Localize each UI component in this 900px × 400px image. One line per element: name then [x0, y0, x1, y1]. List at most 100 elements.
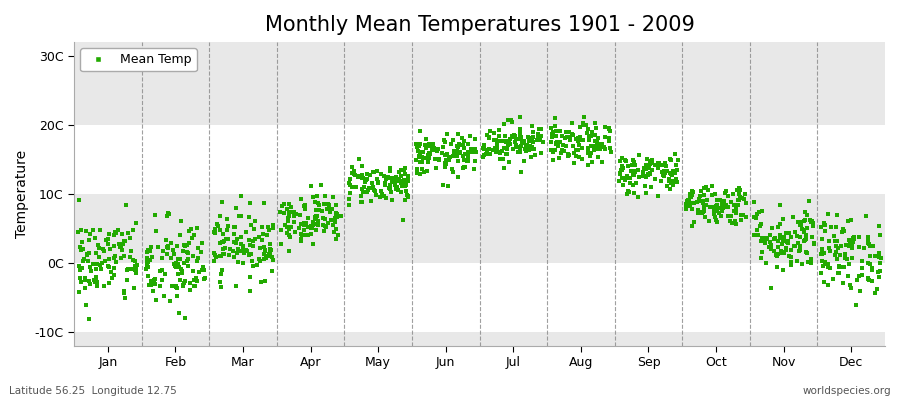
- Point: [389, 175, 403, 182]
- Point: [626, 172, 640, 179]
- Point: [385, 196, 400, 203]
- Point: [709, 202, 724, 208]
- Point: [576, 122, 590, 128]
- Point: [548, 128, 562, 134]
- Point: [490, 143, 504, 149]
- Point: [448, 148, 463, 155]
- Point: [732, 196, 746, 203]
- Point: [603, 145, 617, 151]
- Point: [161, 244, 176, 251]
- Point: [351, 174, 365, 180]
- Point: [639, 174, 653, 180]
- Point: [385, 178, 400, 185]
- Point: [806, 240, 821, 247]
- Point: [255, 224, 269, 230]
- Point: [544, 146, 558, 153]
- Point: [160, 212, 175, 219]
- Point: [172, 310, 186, 316]
- Point: [697, 192, 711, 198]
- Point: [643, 161, 657, 167]
- Point: [343, 176, 357, 182]
- Point: [162, 211, 176, 218]
- Point: [148, 212, 163, 218]
- Point: [815, 236, 830, 242]
- Point: [310, 199, 325, 206]
- Point: [860, 276, 875, 282]
- Point: [244, 251, 258, 257]
- Point: [759, 260, 773, 266]
- Point: [164, 240, 178, 246]
- Point: [154, 277, 168, 283]
- Point: [140, 249, 155, 255]
- Point: [703, 204, 717, 210]
- Bar: [74, 125, 885, 194]
- Point: [469, 148, 483, 155]
- Point: [619, 174, 634, 181]
- Point: [287, 208, 302, 215]
- Point: [503, 141, 517, 147]
- Point: [508, 132, 522, 138]
- Point: [461, 149, 475, 156]
- Point: [221, 236, 236, 242]
- Point: [491, 147, 505, 153]
- Point: [832, 270, 846, 276]
- Point: [641, 170, 655, 177]
- Point: [582, 134, 597, 140]
- Point: [552, 143, 566, 150]
- Point: [461, 158, 475, 164]
- Point: [735, 195, 750, 202]
- Point: [816, 250, 831, 256]
- Point: [847, 234, 861, 240]
- Point: [421, 155, 436, 162]
- Point: [371, 180, 385, 186]
- Point: [342, 201, 356, 208]
- Point: [397, 167, 411, 173]
- Point: [356, 199, 370, 206]
- Point: [860, 213, 874, 220]
- Point: [774, 248, 788, 255]
- Point: [639, 164, 653, 171]
- Point: [602, 138, 616, 144]
- Point: [663, 170, 678, 176]
- Point: [280, 206, 294, 212]
- Point: [716, 198, 730, 204]
- Point: [196, 264, 211, 270]
- Point: [416, 155, 430, 161]
- Point: [239, 248, 254, 254]
- Point: [863, 260, 878, 267]
- Point: [827, 238, 842, 244]
- Point: [545, 149, 560, 156]
- Point: [747, 214, 761, 220]
- Point: [626, 182, 640, 188]
- Point: [508, 139, 522, 145]
- Point: [206, 250, 220, 256]
- Point: [347, 170, 362, 177]
- Point: [699, 202, 714, 208]
- Point: [799, 212, 814, 218]
- Point: [776, 249, 790, 255]
- Point: [428, 146, 443, 153]
- Point: [400, 192, 414, 198]
- Point: [669, 176, 683, 182]
- Point: [284, 203, 299, 210]
- Point: [686, 189, 700, 195]
- Point: [430, 146, 445, 152]
- Point: [795, 260, 809, 267]
- Point: [457, 164, 472, 170]
- Point: [299, 232, 313, 239]
- Point: [463, 133, 477, 139]
- Point: [384, 175, 399, 182]
- Point: [385, 178, 400, 185]
- Point: [514, 169, 528, 175]
- Point: [780, 238, 795, 244]
- Point: [139, 266, 153, 272]
- Text: worldspecies.org: worldspecies.org: [803, 386, 891, 396]
- Point: [379, 176, 393, 182]
- Point: [715, 205, 729, 212]
- Point: [770, 251, 785, 257]
- Point: [140, 255, 154, 261]
- Point: [697, 203, 711, 210]
- Point: [571, 135, 585, 142]
- Point: [526, 138, 540, 145]
- Point: [679, 206, 693, 212]
